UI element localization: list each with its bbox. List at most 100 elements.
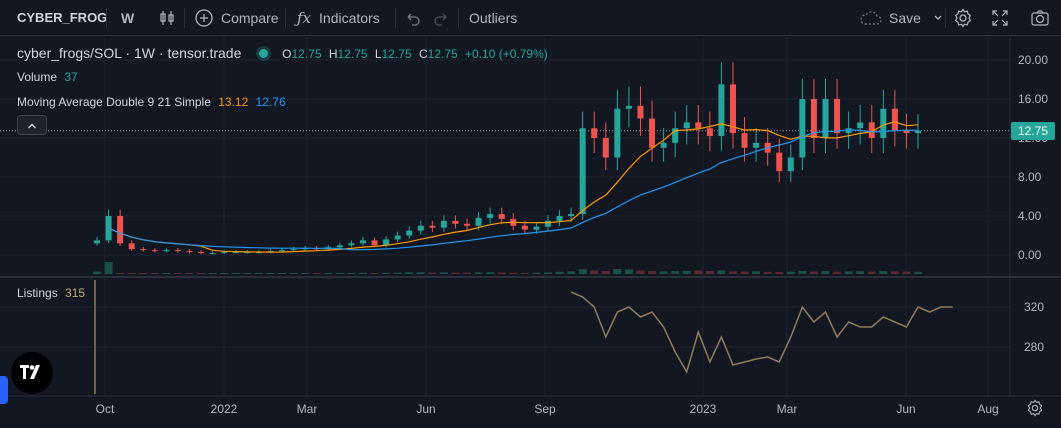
price-axis-tick: 4.00 bbox=[1018, 209, 1042, 223]
candle-body bbox=[683, 122, 690, 129]
volume-bar bbox=[856, 271, 865, 274]
candle-body bbox=[290, 249, 297, 251]
chevron-up-icon bbox=[27, 118, 37, 133]
candle-body bbox=[845, 128, 852, 134]
volume-bar bbox=[162, 273, 171, 274]
candle-body bbox=[394, 235, 401, 240]
candle-body bbox=[822, 99, 829, 138]
fullscreen-icon bbox=[991, 9, 1009, 27]
volume-bar bbox=[728, 271, 737, 274]
outliers-button[interactable]: Outliers bbox=[469, 0, 517, 35]
candle-body bbox=[452, 220, 459, 224]
volume-bar bbox=[347, 272, 356, 274]
toolbar-divider bbox=[106, 8, 107, 28]
volume-bar bbox=[497, 272, 506, 274]
gear-icon bbox=[1026, 399, 1044, 420]
volume-legend[interactable]: Volume 37 bbox=[17, 70, 78, 84]
volume-bar bbox=[671, 271, 680, 274]
volume-bar bbox=[173, 273, 182, 274]
volume-bar bbox=[543, 272, 552, 274]
fullscreen-button[interactable] bbox=[991, 0, 1009, 35]
volume-bar bbox=[659, 271, 668, 274]
volume-bar bbox=[613, 268, 622, 274]
symbol-search-button[interactable]: CYBER_FROG bbox=[17, 0, 107, 35]
axis-settings-button[interactable] bbox=[1026, 399, 1044, 420]
indicators-button[interactable]: ƒx Indicators bbox=[297, 0, 380, 35]
undo-button[interactable] bbox=[404, 0, 422, 35]
interval-button[interactable]: W bbox=[121, 0, 134, 35]
low-value: 12.75 bbox=[381, 47, 412, 61]
listings-legend[interactable]: Listings 315 bbox=[17, 286, 85, 300]
volume-bar bbox=[266, 273, 275, 274]
chart-type-button[interactable] bbox=[158, 0, 176, 35]
volume-bar bbox=[335, 273, 344, 274]
volume-bar bbox=[127, 273, 136, 274]
candle-body bbox=[475, 217, 482, 226]
candle-body bbox=[857, 122, 864, 129]
legend-source: tensor.trade bbox=[167, 45, 242, 61]
candle-body bbox=[741, 133, 748, 148]
candle-body bbox=[591, 128, 598, 138]
ma-legend[interactable]: Moving Average Double 9 21 Simple 13.12 … bbox=[17, 95, 286, 109]
ma-label: Moving Average Double 9 21 Simple bbox=[17, 95, 211, 109]
candle-body bbox=[868, 122, 875, 138]
candle-body bbox=[915, 130, 921, 134]
candle-body bbox=[105, 216, 112, 241]
listings-line bbox=[570, 291, 953, 374]
candle-body bbox=[579, 128, 586, 215]
candle-body bbox=[787, 157, 794, 172]
candle-body bbox=[128, 243, 135, 250]
candle-body bbox=[660, 142, 667, 148]
candle-body bbox=[614, 108, 621, 158]
volume-bar bbox=[231, 273, 240, 274]
volume-bar bbox=[532, 272, 541, 274]
candle-body bbox=[799, 99, 806, 158]
price-axis-tick: 0.00 bbox=[1018, 248, 1042, 262]
sidebar-toggle-tab[interactable] bbox=[0, 376, 8, 404]
candle-body bbox=[406, 230, 413, 236]
redo-icon bbox=[432, 9, 450, 27]
settings-button[interactable] bbox=[953, 0, 973, 35]
chevron-down-icon bbox=[933, 13, 943, 23]
candle-body bbox=[163, 250, 170, 252]
volume-bar bbox=[278, 273, 287, 274]
volume-bar bbox=[393, 272, 402, 274]
price-axis-tick: 16.00 bbox=[1018, 92, 1048, 106]
ma-fast-line bbox=[108, 121, 919, 253]
candle-body bbox=[753, 142, 760, 148]
compare-button[interactable]: Compare bbox=[194, 0, 279, 35]
volume-bar bbox=[451, 272, 460, 274]
volume-bar bbox=[324, 273, 333, 274]
volume-bar bbox=[809, 271, 818, 274]
screenshot-button[interactable] bbox=[1030, 0, 1050, 35]
candle-body bbox=[649, 118, 656, 148]
collapse-legend-button[interactable] bbox=[17, 115, 47, 135]
volume-bar bbox=[358, 272, 367, 274]
volume-bar bbox=[694, 270, 703, 274]
candle-body bbox=[533, 226, 540, 230]
close-value: 12.75 bbox=[427, 47, 458, 61]
volume-bar bbox=[116, 273, 125, 274]
tradingview-logo[interactable] bbox=[11, 352, 53, 394]
volume-bar bbox=[93, 271, 101, 274]
pair-label[interactable]: cyber_frogs/SOL bbox=[17, 45, 122, 61]
candle-body bbox=[568, 214, 575, 216]
candle-body bbox=[729, 84, 736, 134]
volume-bar bbox=[867, 271, 876, 274]
candle-body bbox=[440, 220, 447, 228]
volume-bar bbox=[439, 272, 448, 274]
candle-body bbox=[810, 99, 817, 138]
volume-bar bbox=[578, 269, 587, 274]
market-status-icon[interactable] bbox=[259, 49, 269, 58]
high-label: H bbox=[328, 47, 338, 61]
candle-body bbox=[498, 214, 505, 219]
volume-bar bbox=[185, 273, 194, 274]
volume-bar bbox=[648, 271, 657, 274]
volume-bar bbox=[914, 271, 922, 274]
indicators-label: Indicators bbox=[319, 9, 380, 26]
open-label: O bbox=[282, 47, 292, 61]
save-button[interactable]: Save bbox=[858, 0, 943, 35]
redo-button[interactable] bbox=[432, 0, 450, 35]
time-axis-tick: Aug bbox=[977, 402, 998, 416]
